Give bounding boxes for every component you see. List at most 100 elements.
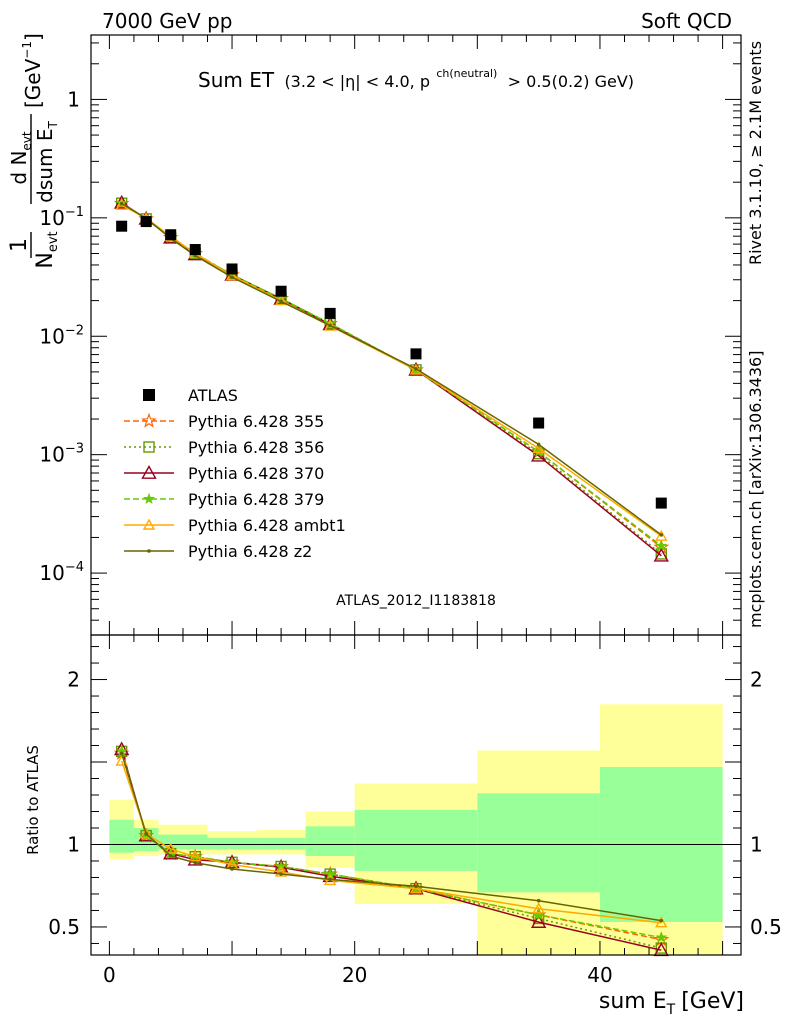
main-ylabel: 1 Nevt d Nevt dsum ET [GeV−1]: [7, 33, 61, 268]
ratio-point-z2-1-shape: [144, 832, 148, 836]
ratio-ytick-label-left: 2: [67, 668, 80, 692]
legend-marker-p379-shape: [143, 492, 155, 504]
ratio-point-ambt1-2: [164, 842, 177, 854]
data-point-3: [189, 244, 201, 256]
ratio-point-z2-4: [230, 867, 234, 871]
ratio-point-z2-1: [144, 832, 148, 836]
legend-marker-p355: [141, 412, 157, 428]
ratio-ytick-label-left: 0.5: [48, 915, 80, 939]
legend-marker-ambt1-shape: [142, 518, 156, 530]
main-ytick-label: 10−3: [39, 442, 84, 467]
ratio-axes: 0 20 40 0.5 0.5 1 1 2 2: [48, 634, 782, 987]
legend-label-p379: Pythia 6.428 379: [188, 490, 324, 509]
legend-marker-p356-shape: [143, 441, 155, 453]
main-series-group: [113, 194, 670, 562]
main-point-p379-9: [655, 539, 668, 551]
main-line-ambt1: [121, 204, 662, 537]
main-axes: 1 10−1 10−2 10−3 10−4: [39, 34, 742, 636]
ratio-point-z2-8: [536, 898, 541, 903]
legend-marker-p370: [141, 465, 157, 479]
data-point-9: [655, 497, 667, 509]
main-point-z2-7: [414, 367, 418, 371]
ylabel-den: dsum ET: [33, 121, 60, 203]
main-point-z2-0-shape: [119, 201, 124, 206]
main-point-z2-4-shape: [230, 275, 234, 280]
chart-title: Sum ET (3.2 < |η| < 4.0, p ch(neutral) >…: [198, 58, 634, 92]
legend-entry-p379: Pythia 6.428 379: [124, 490, 324, 509]
ratio-point-z2-9-shape: [659, 918, 664, 923]
ratio-point-p370-3-shape: [187, 851, 203, 866]
main-point-ambt1-9-shape: [655, 529, 668, 541]
ratio-ytick-label-left: 1: [67, 832, 80, 856]
data-point-6: [324, 307, 336, 319]
legend-marker-z2-shape: [147, 549, 151, 553]
ratio-point-p370-6: [322, 868, 338, 883]
ratio-point-z2-5: [279, 872, 283, 876]
ratio-point-z2-8-shape: [536, 898, 541, 903]
main-line-z2: [121, 202, 662, 536]
main-point-z2-6: [328, 323, 332, 328]
ratio-point-ambt1-7-shape: [409, 882, 423, 894]
main-point-z2-7-shape: [414, 367, 418, 371]
ratio-band-inner-4: [256, 837, 306, 850]
legend-swatch-data: [143, 389, 155, 401]
ratio-point-ambt1-1: [139, 827, 153, 839]
ylabel-unit: [GeV−1]: [20, 33, 45, 108]
ratio-point-z2-2: [168, 854, 173, 858]
ratio-point-z2-3: [193, 861, 198, 865]
x-tick-label: 20: [342, 963, 367, 987]
legend-entry-p356: Pythia 6.428 356: [124, 438, 324, 457]
x-tick-label: 40: [587, 963, 612, 987]
ratio-point-p379-9: [655, 931, 668, 943]
ratio-point-ambt1-5-shape: [274, 865, 288, 877]
ylabel-num: d Nevt: [7, 131, 34, 185]
main-ytick-label: 1: [67, 87, 80, 111]
header-right: Soft QCD: [641, 9, 732, 33]
ratio-band-inner-2: [158, 834, 208, 850]
ratio-point-ambt1-3-shape: [189, 850, 202, 862]
ratio-point-ambt1-7: [409, 882, 423, 894]
ratio-band-inner-0: [109, 819, 134, 853]
main-data-group: [116, 216, 667, 509]
main-point-z2-8-shape: [536, 442, 541, 447]
ratio-point-ambt1-9: [655, 916, 668, 928]
xlabel: sum ET [GeV]: [599, 989, 744, 1018]
legend: ATLAS Pythia 6.428 355 Pythia 6.428 356 Pyt…: [124, 386, 346, 561]
legend-label-p370: Pythia 6.428 370: [188, 464, 324, 483]
legend-label-ambt1: Pythia 6.428 ambt1: [188, 516, 346, 535]
ratio-panel: 0 20 40 0.5 0.5 1 1 2 2: [48, 634, 782, 987]
legend-label-data: ATLAS: [188, 386, 238, 405]
ratio-point-z2-2-shape: [168, 854, 173, 858]
main-point-z2-0: [119, 201, 124, 206]
ratio-point-p370-3: [187, 851, 203, 866]
legend-label-z2: Pythia 6.428 z2: [188, 542, 312, 561]
ratio-series-group: [113, 741, 670, 957]
ratio-point-ambt1-1-shape: [139, 827, 153, 839]
legend-marker-p379: [143, 492, 155, 504]
ratio-point-z2-0: [119, 751, 124, 756]
main-ytick-label: 10−2: [39, 323, 84, 348]
ratio-point-z2-5-shape: [279, 872, 283, 876]
data-point-0: [116, 220, 128, 232]
ratio-bands: [91, 704, 741, 955]
watermark: ATLAS_2012_I1183818: [336, 593, 496, 609]
ratio-point-p379-8-shape: [532, 908, 545, 921]
ratio-line-z2: [120, 753, 662, 922]
main-point-ambt1-7-shape: [409, 363, 423, 375]
ratio-ylabel: Ratio to ATLAS: [24, 745, 42, 855]
main-point-p370-9-shape: [653, 547, 669, 562]
main-point-z2-5: [279, 299, 283, 304]
legend-entry-p370: Pythia 6.428 370: [124, 464, 324, 483]
x-tick-label: 0: [103, 963, 116, 987]
legend-marker-p356: [143, 441, 155, 453]
main-point-z2-8: [536, 442, 541, 447]
title-sup: ch(neutral): [436, 67, 497, 80]
legend-entry-p355: Pythia 6.428 355: [124, 412, 324, 431]
ratio-band-inner-7: [477, 793, 600, 893]
main-point-p370-9: [653, 547, 669, 562]
main-point-ambt1-9: [655, 529, 668, 541]
ratio-point-z2-4-shape: [230, 867, 234, 871]
main-panel: 1 10−1 10−2 10−3 10−4: [39, 34, 742, 636]
legend-marker-ambt1: [142, 518, 156, 530]
ratio-point-z2-7-shape: [414, 884, 418, 889]
